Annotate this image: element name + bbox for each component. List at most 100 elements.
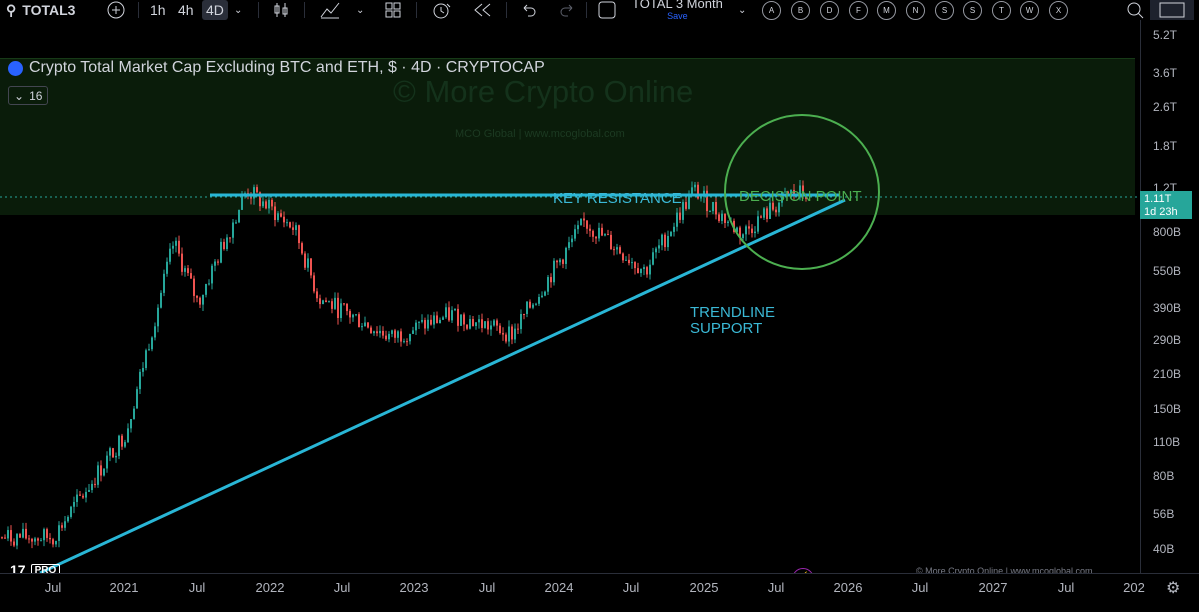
interval-dropdown[interactable]: ⌄: [234, 0, 242, 20]
candle-body: [532, 304, 534, 308]
candle-body: [559, 259, 561, 263]
candle-body: [646, 267, 648, 275]
candle-body: [643, 267, 645, 269]
interval-4d[interactable]: 4D: [202, 0, 228, 20]
candle-body: [124, 442, 126, 447]
candle-body: [541, 295, 543, 298]
trendline-label-line1: TRENDLINE: [690, 304, 776, 321]
candle-body: [241, 196, 243, 210]
quick-button-x[interactable]: X: [1049, 1, 1068, 20]
current-price-tag: 1.11T 1d 23h: [1140, 191, 1192, 219]
candle-body: [334, 297, 336, 309]
candle-body: [337, 297, 339, 318]
search-button[interactable]: [1126, 0, 1146, 20]
replay-button[interactable]: [472, 0, 492, 20]
candle-body: [763, 208, 765, 218]
interval-1h[interactable]: 1h: [150, 2, 166, 18]
candle-body: [637, 268, 639, 274]
magnifier-icon: [1127, 2, 1144, 19]
candle-body: [157, 307, 159, 327]
candle-body: [412, 330, 414, 334]
redo-button[interactable]: [558, 0, 576, 20]
symbol-search[interactable]: ⚲ TOTAL3: [6, 0, 75, 20]
candle-body: [235, 222, 237, 224]
candle-body: [721, 213, 723, 221]
candle-body: [172, 245, 174, 249]
credit-text: © More Crypto Online | www.mcoglobal.com: [916, 566, 1093, 576]
candle-body: [625, 259, 627, 261]
candle-body: [379, 330, 381, 334]
candle-body: [622, 253, 624, 261]
candle-body: [55, 540, 57, 545]
candle-body: [655, 248, 657, 253]
candle-body: [49, 537, 51, 540]
candle-body: [451, 310, 453, 321]
time-label: 2023: [399, 580, 429, 595]
candle-body: [676, 212, 678, 227]
save-status[interactable]: Save: [667, 11, 688, 21]
quick-button-s2[interactable]: S: [963, 1, 982, 20]
indicators-button[interactable]: [320, 0, 340, 20]
candle-body: [424, 320, 426, 329]
add-symbol-button[interactable]: [106, 0, 126, 20]
candle-body: [316, 291, 318, 299]
time-label: Jul: [622, 580, 640, 595]
layout-dropdown[interactable]: ⌄: [738, 0, 746, 20]
candle-body: [604, 234, 606, 236]
cryptocap-logo-icon: [8, 60, 23, 76]
chart-legend[interactable]: Crypto Total Market Cap Excluding BTC an…: [8, 59, 545, 77]
quick-button-d[interactable]: D: [820, 1, 839, 20]
chart-type-button[interactable]: [272, 0, 290, 20]
candle-body: [547, 277, 549, 292]
layout-name[interactable]: TOTAL 3 Month Save: [632, 0, 723, 24]
decision-point-label: DECISION POINT: [739, 188, 862, 205]
quick-button-f[interactable]: F: [849, 1, 868, 20]
alert-button[interactable]: [432, 0, 452, 20]
candle-body: [577, 225, 579, 230]
rewind-icon: [474, 3, 491, 17]
quick-button-s1[interactable]: S: [935, 1, 954, 20]
candle-body: [85, 491, 87, 498]
price-label: 5.2T: [1153, 28, 1178, 42]
quick-button-w[interactable]: W: [1020, 1, 1039, 20]
candle-body: [319, 298, 321, 305]
quick-button-n[interactable]: N: [906, 1, 925, 20]
candle-body: [469, 319, 471, 329]
candle-body: [373, 331, 375, 334]
candle-body: [751, 228, 753, 234]
candle-body: [610, 234, 612, 250]
quick-button-m[interactable]: M: [877, 1, 896, 20]
chart-pane[interactable]: © More Crypto Online MCO Global | www.mc…: [0, 20, 1140, 590]
price-label: 110B: [1153, 435, 1181, 449]
quick-button-t[interactable]: T: [992, 1, 1011, 20]
undo-button[interactable]: [520, 0, 538, 20]
candle-body: [784, 191, 786, 193]
indicators-collapse-button[interactable]: ⌄ 16: [8, 86, 49, 105]
candle-body: [70, 506, 72, 517]
chevron-down-icon: ⌄: [738, 4, 747, 16]
candle-body: [364, 322, 366, 327]
candle-body: [493, 320, 495, 326]
candle-body: [649, 264, 651, 275]
templates-button[interactable]: [384, 0, 402, 20]
quick-button-b[interactable]: B: [791, 1, 810, 20]
candle-body: [793, 189, 795, 194]
candle-body: [667, 235, 669, 248]
candle-body: [430, 319, 432, 325]
settings-gear-icon[interactable]: ⚙: [1166, 580, 1181, 597]
price-label: 550B: [1153, 264, 1182, 278]
candle-body: [445, 307, 447, 318]
candle-body: [367, 322, 369, 328]
interval-4h[interactable]: 4h: [178, 2, 194, 18]
candle-body: [706, 190, 708, 212]
indicators-dropdown[interactable]: ⌄: [356, 0, 364, 20]
price-axis[interactable]: 5.2T 3.6T 2.6T 1.8T 1.2T 800B 550B 390B …: [1140, 20, 1199, 573]
candle-body: [607, 234, 609, 236]
candle-body: [91, 483, 93, 491]
candle-body: [271, 199, 273, 207]
layout-button[interactable]: [597, 0, 617, 20]
layout-panel-button[interactable]: [1150, 0, 1194, 20]
time-axis[interactable]: Jul 2021 Jul 2022 Jul 2023 Jul 2024 Jul …: [0, 573, 1199, 612]
candle-body: [709, 211, 711, 213]
quick-button-a[interactable]: A: [762, 1, 781, 20]
